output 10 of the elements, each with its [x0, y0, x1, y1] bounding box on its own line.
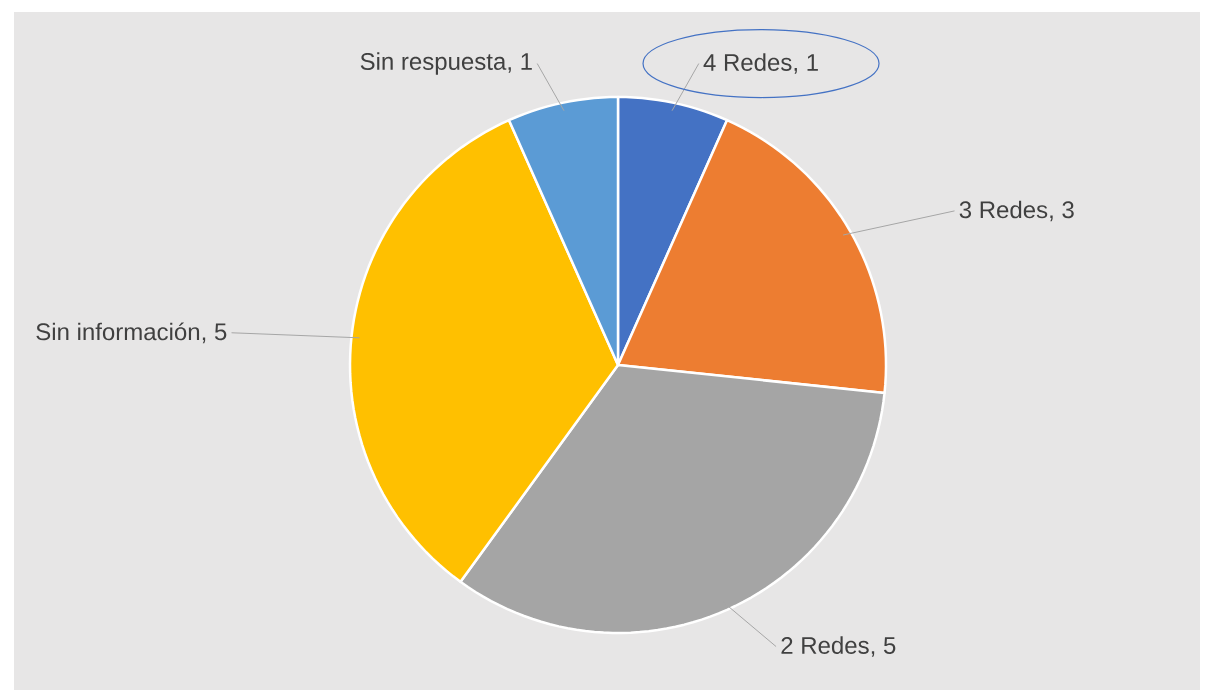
data-label: , 5 — [871, 637, 896, 657]
data-label: , 1 — [508, 53, 532, 73]
data-label: , 1 — [794, 54, 818, 74]
slice-label: 3 Redes — [959, 200, 1048, 219]
slice-label: 4 Redes — [703, 53, 792, 71]
data-label: , 5 — [202, 323, 227, 344]
slice-label: Sin respuesta — [360, 52, 507, 75]
slice-label: 2 Redes — [781, 636, 869, 654]
data-label: , 3 — [1050, 201, 1074, 222]
slice-label: Sin información — [36, 322, 200, 341]
